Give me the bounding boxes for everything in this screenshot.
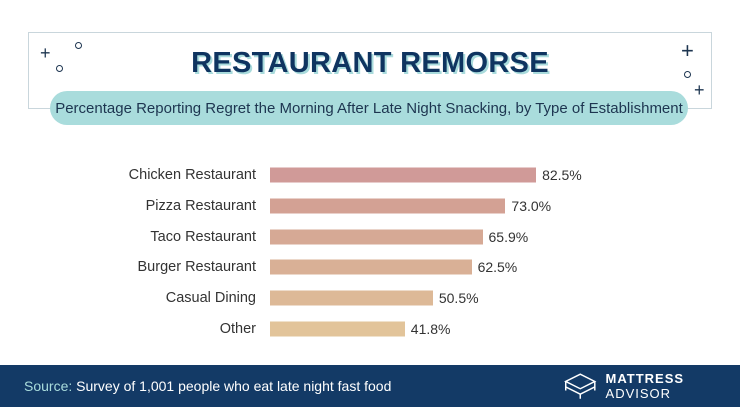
data-label: 82.5% bbox=[542, 167, 582, 183]
data-label: 65.9% bbox=[488, 228, 529, 245]
category-label: Pizza Restaurant bbox=[145, 197, 256, 214]
mattress-logo-icon bbox=[564, 373, 597, 399]
subtitle-text: Percentage Reporting Regret the Morning … bbox=[55, 99, 683, 117]
source-note: Source: Survey of 1,001 people who eat l… bbox=[24, 378, 391, 394]
header-frame bbox=[28, 32, 712, 109]
category-label: Chicken Restaurant bbox=[128, 167, 256, 183]
circle-icon bbox=[75, 42, 82, 49]
bar bbox=[270, 198, 506, 214]
bar bbox=[270, 259, 472, 275]
bar bbox=[270, 167, 537, 183]
plus-icon: + bbox=[40, 43, 51, 63]
bar bbox=[270, 290, 433, 306]
source-label: Source: bbox=[24, 378, 73, 394]
chart-title: RESTAURANT REMORSE bbox=[191, 47, 549, 79]
frame-edge bbox=[28, 108, 52, 109]
category-label: Casual Dining bbox=[165, 290, 256, 307]
data-label: 73.0% bbox=[511, 197, 552, 214]
source-text: Survey of 1,001 people who eat late nigh… bbox=[72, 378, 392, 394]
brand-name-light: ADVISOR bbox=[605, 386, 672, 401]
footer: Source: Survey of 1,001 people who eat l… bbox=[0, 365, 740, 407]
brand-name-bold: MATTRESS bbox=[605, 371, 685, 386]
chart-subtitle: Percentage Reporting Regret the Morning … bbox=[50, 91, 688, 125]
data-label: 62.5% bbox=[477, 259, 518, 276]
data-label: 50.5% bbox=[438, 290, 479, 307]
circle-icon bbox=[56, 65, 63, 72]
brand-logo: MATTRESS ADVISOR bbox=[563, 371, 740, 401]
category-label: Taco Restaurant bbox=[150, 228, 256, 245]
bar bbox=[270, 321, 405, 337]
category-label: Burger Restaurant bbox=[137, 259, 256, 276]
circle-icon bbox=[684, 71, 691, 78]
plus-icon: + bbox=[681, 38, 694, 63]
bar bbox=[270, 229, 483, 245]
plus-icon: + bbox=[694, 80, 705, 100]
data-label: 41.8% bbox=[410, 321, 451, 337]
frame-edge bbox=[686, 108, 711, 109]
category-label: Other bbox=[219, 321, 256, 337]
